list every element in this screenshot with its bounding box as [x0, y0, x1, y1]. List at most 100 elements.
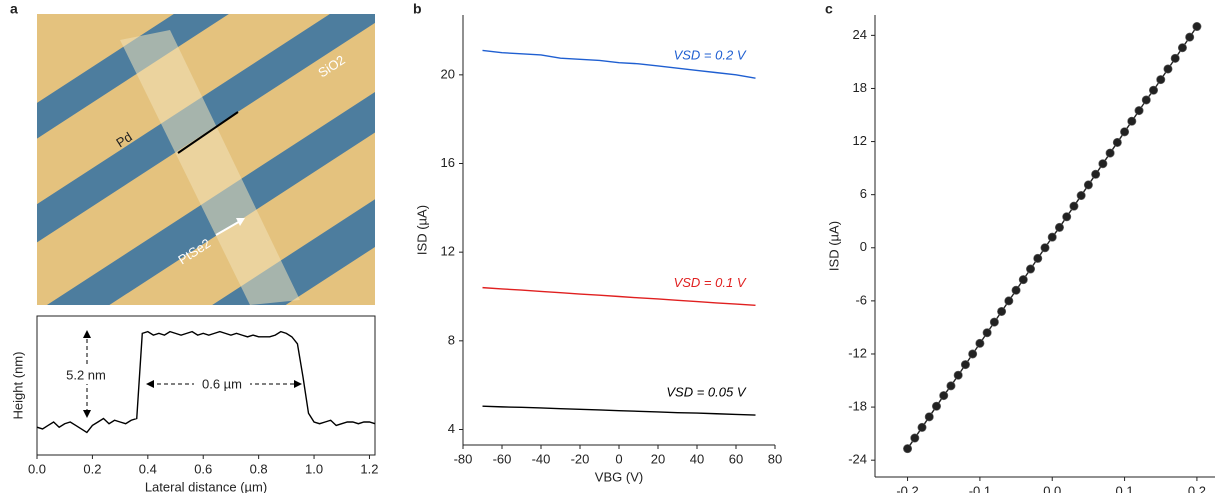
y-tick-label: 12: [853, 133, 867, 148]
data-point: [903, 444, 913, 454]
data-point: [1091, 169, 1101, 179]
data-point: [989, 317, 999, 327]
data-point: [924, 412, 934, 422]
x-tick-label: 0.8: [250, 461, 268, 476]
x-axis-label: Lateral distance (µm): [145, 479, 267, 493]
data-point: [931, 401, 941, 411]
x-tick-label: 60: [729, 451, 743, 466]
data-point: [1098, 159, 1108, 169]
data-point: [1076, 191, 1086, 201]
x-axis-label: VBG (V): [595, 469, 643, 484]
data-point: [1062, 212, 1072, 222]
series-label: VSD = 0.2 V: [674, 48, 747, 63]
y-axis-label: ISD (µA): [414, 205, 429, 255]
afm-image: [37, 14, 375, 305]
arrowhead: [83, 410, 91, 418]
x-tick-label: 20: [651, 451, 665, 466]
data-point: [1018, 275, 1028, 285]
y-tick-label: -24: [848, 452, 867, 467]
x-tick-label: -60: [493, 451, 512, 466]
x-tick-label: 0.4: [139, 461, 157, 476]
data-point: [1156, 75, 1166, 85]
series-label: VSD = 0.05 V: [666, 385, 746, 400]
label-bg: [58, 366, 114, 384]
panel-label: a: [10, 1, 18, 17]
x-tick-label: 1.0: [305, 461, 323, 476]
data-point: [1141, 95, 1151, 105]
annotation: 0.6 µm: [202, 376, 242, 391]
data-point: [960, 360, 970, 370]
data-point: [1163, 64, 1173, 74]
data-point: [1134, 106, 1144, 116]
y-tick-label: 18: [853, 80, 867, 95]
data-point: [1069, 201, 1079, 211]
y-tick-label: 6: [860, 186, 867, 201]
x-tick-label: -80: [454, 451, 473, 466]
y-axis-label: Height (nm): [10, 352, 25, 420]
data-point: [946, 381, 956, 391]
y-tick-label: -12: [848, 345, 867, 360]
data-point: [939, 391, 949, 401]
data-point: [910, 433, 920, 443]
data-point: [1033, 253, 1043, 263]
data-point: [1004, 296, 1014, 306]
y-tick-label: 20: [441, 66, 455, 81]
data-point: [975, 338, 985, 348]
x-tick-label: 0.0: [1043, 483, 1061, 493]
panel-label: b: [413, 1, 422, 17]
x-tick-label: -0.2: [896, 483, 918, 493]
y-tick-label: 16: [441, 155, 455, 170]
data-point: [1185, 32, 1195, 42]
label-bg: [194, 376, 250, 394]
data-point: [1192, 22, 1202, 32]
x-tick-label: 40: [690, 451, 704, 466]
data-point: [1026, 264, 1036, 274]
data-point: [1105, 148, 1115, 158]
data-point: [982, 328, 992, 338]
x-tick-label: 0.6: [194, 461, 212, 476]
data-point: [968, 349, 978, 359]
data-point: [953, 370, 963, 380]
y-axis-label: ISD (µA): [826, 221, 841, 271]
x-tick-label: 0.0: [28, 461, 46, 476]
x-tick-label: -20: [571, 451, 590, 466]
panel-label: c: [825, 1, 833, 17]
y-tick-label: -6: [855, 292, 867, 307]
data-point: [997, 306, 1007, 316]
annotation: 5.2 nm: [66, 367, 106, 382]
data-line: [482, 49, 756, 79]
x-tick-label: -0.1: [969, 483, 991, 493]
data-point: [1112, 137, 1122, 147]
data-point: [1120, 127, 1130, 137]
image-label: Pd: [113, 129, 135, 150]
arrowhead: [146, 380, 154, 388]
data-point: [1177, 43, 1187, 53]
data-line: [36, 330, 376, 434]
x-tick-label: 80: [768, 451, 782, 466]
data-point: [1011, 285, 1021, 295]
y-tick-label: 8: [448, 332, 455, 347]
y-tick-label: -18: [848, 399, 867, 414]
arrowhead: [83, 330, 91, 338]
y-tick-label: 12: [441, 244, 455, 259]
arrowhead: [294, 380, 302, 388]
x-tick-label: 1.2: [360, 461, 378, 476]
y-tick-label: 0: [860, 239, 867, 254]
plot-frame: [36, 315, 376, 456]
data-point: [1040, 243, 1050, 253]
data-point: [1170, 53, 1180, 63]
data-point: [917, 422, 927, 432]
data-point: [1149, 85, 1159, 95]
x-tick-label: 0.2: [83, 461, 101, 476]
data-point: [1047, 232, 1057, 242]
data-point: [1083, 180, 1093, 190]
data-line: [482, 286, 756, 307]
x-tick-label: 0: [615, 451, 622, 466]
series-label: VSD = 0.1 V: [674, 275, 747, 290]
data-line: [482, 405, 756, 416]
x-tick-label: -40: [532, 451, 551, 466]
x-tick-label: 0.1: [1116, 483, 1134, 493]
x-tick-label: 0.2: [1188, 483, 1206, 493]
data-point: [1054, 222, 1064, 232]
